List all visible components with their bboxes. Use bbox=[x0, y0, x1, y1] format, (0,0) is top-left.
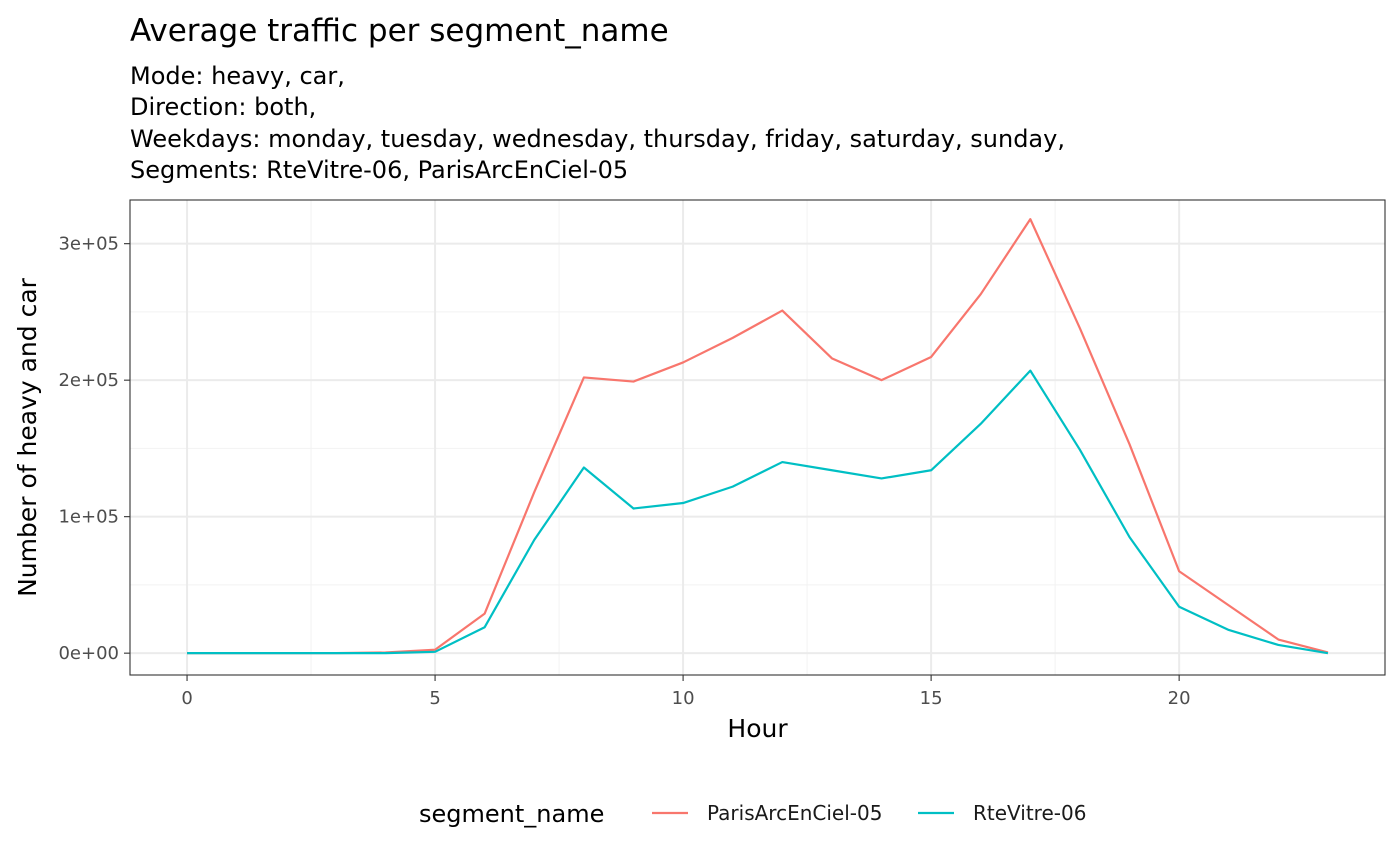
legend-label-1: ParisArcEnCiel-05 bbox=[707, 801, 882, 825]
y-tick-label: 0e+00 bbox=[58, 643, 119, 664]
y-axis-title: Number of heavy and car bbox=[13, 277, 42, 597]
plot-panel-border bbox=[129, 199, 1386, 676]
plot-panel bbox=[130, 200, 1385, 675]
y-tick-label: 3e+05 bbox=[58, 234, 119, 255]
minor-gridlines bbox=[130, 200, 1385, 675]
legend-title: segment_name bbox=[419, 800, 604, 828]
y-axis: 0e+00 1e+05 2e+05 3e+05 bbox=[58, 234, 130, 664]
subtitle-line-3: Weekdays: monday, tuesday, wednesday, th… bbox=[130, 125, 1065, 153]
series-line-2 bbox=[187, 369, 1329, 655]
major-gridlines bbox=[130, 200, 1385, 675]
x-tick-label: 0 bbox=[181, 688, 192, 709]
title-block: Average traffic per segment_name Mode: h… bbox=[130, 13, 1065, 184]
legend: segment_name ParisArcEnCiel-05 RteVitre-0… bbox=[419, 800, 1086, 828]
x-axis-title: Hour bbox=[727, 714, 788, 743]
y-tick-label: 2e+05 bbox=[58, 370, 119, 391]
subtitle-line-2: Direction: both, bbox=[130, 93, 316, 121]
x-tick-label: 10 bbox=[672, 688, 695, 709]
x-tick-label: 5 bbox=[429, 688, 440, 709]
subtitle-line-1: Mode: heavy, car, bbox=[130, 62, 345, 90]
x-tick-label: 20 bbox=[1168, 688, 1191, 709]
subtitle-line-4: Segments: RteVitre-06, ParisArcEnCiel-05 bbox=[130, 156, 628, 184]
x-axis: 0 5 10 15 20 bbox=[181, 675, 1191, 709]
x-tick-label: 15 bbox=[920, 688, 943, 709]
legend-label-2: RteVitre-06 bbox=[973, 801, 1086, 825]
series-layer bbox=[187, 218, 1329, 655]
y-tick-label: 1e+05 bbox=[58, 507, 119, 528]
chart-title: Average traffic per segment_name bbox=[130, 13, 669, 49]
